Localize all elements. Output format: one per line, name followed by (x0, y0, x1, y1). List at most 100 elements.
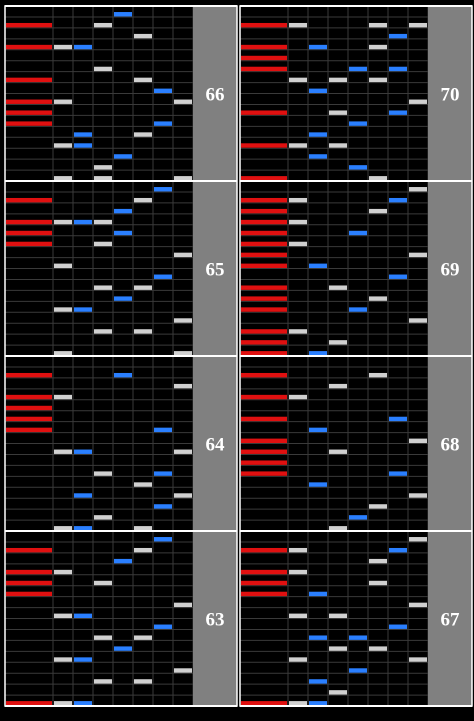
white-note (94, 580, 112, 586)
scratch-note (6, 394, 52, 400)
scratch-note (6, 44, 52, 50)
white-note (174, 668, 192, 673)
white-note (94, 515, 112, 520)
white-note (409, 187, 427, 192)
white-note (289, 569, 307, 575)
white-note (54, 219, 72, 225)
white-note (134, 132, 152, 137)
measure-number: 67 (441, 610, 461, 631)
blue-note (309, 427, 327, 433)
measure-number: 63 (206, 610, 225, 631)
blue-note (349, 230, 367, 236)
blue-note (114, 558, 132, 564)
white-note (94, 679, 112, 684)
white-note (289, 701, 307, 706)
white-note (134, 526, 152, 531)
white-note (54, 449, 72, 454)
blue-note (309, 351, 327, 356)
white-note (369, 176, 387, 181)
blue-note (389, 471, 407, 476)
scratch-note (241, 241, 287, 247)
white-note (369, 208, 387, 214)
white-note (94, 635, 112, 640)
scratch-note (6, 99, 52, 104)
white-note (174, 383, 192, 389)
scratch-note (241, 416, 287, 422)
scratch-note (241, 208, 287, 214)
scratch-note (241, 110, 287, 115)
white-note (54, 263, 72, 268)
white-note (289, 613, 307, 618)
white-note (54, 143, 72, 148)
scratch-note (241, 438, 287, 443)
white-note (174, 252, 192, 258)
measure-number-panel (193, 6, 237, 181)
scratch-note (241, 471, 287, 476)
white-note (369, 504, 387, 509)
white-note (409, 657, 427, 662)
white-note (54, 526, 72, 531)
blue-note (114, 208, 132, 214)
white-note (409, 318, 427, 323)
measure-66: 66 (4, 5, 237, 181)
white-note (54, 44, 72, 50)
white-note (329, 526, 347, 531)
scratch-note (6, 372, 52, 378)
blue-note (114, 154, 132, 159)
measure-69: 69 (239, 180, 472, 356)
white-note (134, 77, 152, 83)
white-note (54, 176, 72, 181)
blue-note (154, 121, 172, 126)
measure-number-panel (428, 181, 472, 356)
scratch-note (6, 110, 52, 115)
white-note (409, 99, 427, 104)
white-note (409, 493, 427, 498)
scratch-note (6, 405, 52, 411)
measure-67: 67 (239, 530, 472, 706)
white-note (54, 569, 72, 575)
scratch-note (241, 460, 287, 465)
scratch-note (241, 143, 287, 148)
measure-number: 66 (206, 85, 225, 106)
measure-number-panel (193, 356, 237, 531)
white-note (54, 613, 72, 618)
blue-note (74, 526, 92, 531)
blue-note (349, 307, 367, 312)
blue-note (389, 624, 407, 629)
white-note (369, 22, 387, 28)
blue-note (389, 416, 407, 422)
scratch-note (241, 580, 287, 586)
scratch-note (241, 197, 287, 203)
scratch-note (6, 580, 52, 586)
blue-note (114, 646, 132, 651)
scratch-note (241, 569, 287, 575)
scratch-note (241, 55, 287, 61)
scratch-note (241, 591, 287, 597)
blue-note (309, 701, 327, 706)
blue-note (74, 44, 92, 50)
stack-right: 70 69 68 67 (239, 5, 473, 707)
scratch-note (6, 701, 52, 706)
blue-note (309, 154, 327, 159)
white-note (369, 44, 387, 50)
scratch-note (241, 329, 287, 334)
white-note (54, 351, 72, 356)
white-note (174, 318, 192, 323)
stack-left: 66 65 64 63 (4, 5, 238, 707)
white-note (329, 449, 347, 454)
white-note (409, 537, 427, 542)
measure-70: 70 (239, 5, 472, 181)
blue-note (154, 274, 172, 279)
measure-number-panel (193, 181, 237, 356)
measure-number: 65 (206, 260, 225, 281)
blue-note (154, 187, 172, 192)
white-note (329, 646, 347, 651)
white-note (174, 351, 192, 356)
blue-note (114, 230, 132, 236)
blue-note (389, 33, 407, 39)
white-note (134, 679, 152, 684)
blue-note (74, 219, 92, 225)
white-note (94, 22, 112, 28)
white-note (134, 635, 152, 640)
white-note (94, 165, 112, 170)
